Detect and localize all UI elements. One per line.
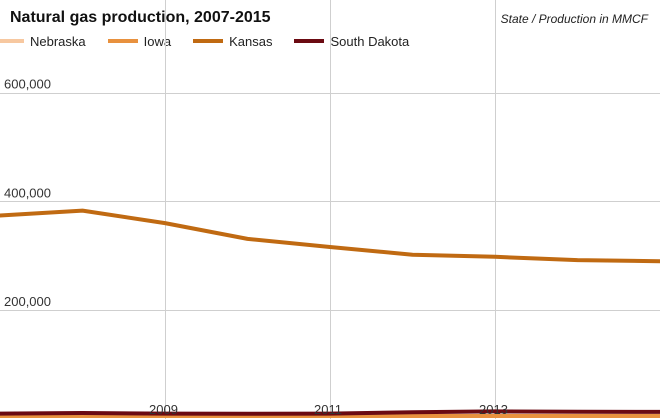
legend-item-nebraska[interactable]: Nebraska xyxy=(0,34,86,49)
series-line-south-dakota xyxy=(0,409,660,416)
legend-label-iowa: Iowa xyxy=(143,33,172,49)
legend-swatch-iowa xyxy=(107,39,138,43)
x-tick-label: 2009 xyxy=(149,402,178,417)
legend-item-south-dakota[interactable]: South Dakota xyxy=(294,34,409,49)
x-tick-label: 2013 xyxy=(479,402,508,417)
tick-labels: 200,000 400,000 600,000 2009 2011 2013 xyxy=(4,77,508,417)
chart-title: Natural gas production, 2007-2015 xyxy=(10,9,271,26)
x-tick-label: 2011 xyxy=(314,402,342,417)
legend-item-iowa[interactable]: Iowa xyxy=(107,33,172,49)
legend-swatch-nebraska xyxy=(0,39,24,43)
chart-subtitle: State / Production in MMCF xyxy=(500,12,648,26)
legend-label-kansas: Kansas xyxy=(229,33,273,49)
y-tick-label: 200,000 xyxy=(4,294,51,309)
y-tick-label: 400,000 xyxy=(4,185,51,200)
series-lines xyxy=(0,208,660,418)
legend: Nebraska Iowa Kansas South Dakota xyxy=(0,33,431,49)
legend-label-south-dakota: South Dakota xyxy=(330,33,410,49)
series-line-kansas xyxy=(0,208,660,264)
legend-label-nebraska: Nebraska xyxy=(30,33,86,49)
legend-item-kansas[interactable]: Kansas xyxy=(193,34,272,49)
legend-swatch-kansas xyxy=(193,39,224,43)
y-tick-label: 600,000 xyxy=(4,77,51,92)
legend-swatch-south-dakota xyxy=(294,39,325,43)
